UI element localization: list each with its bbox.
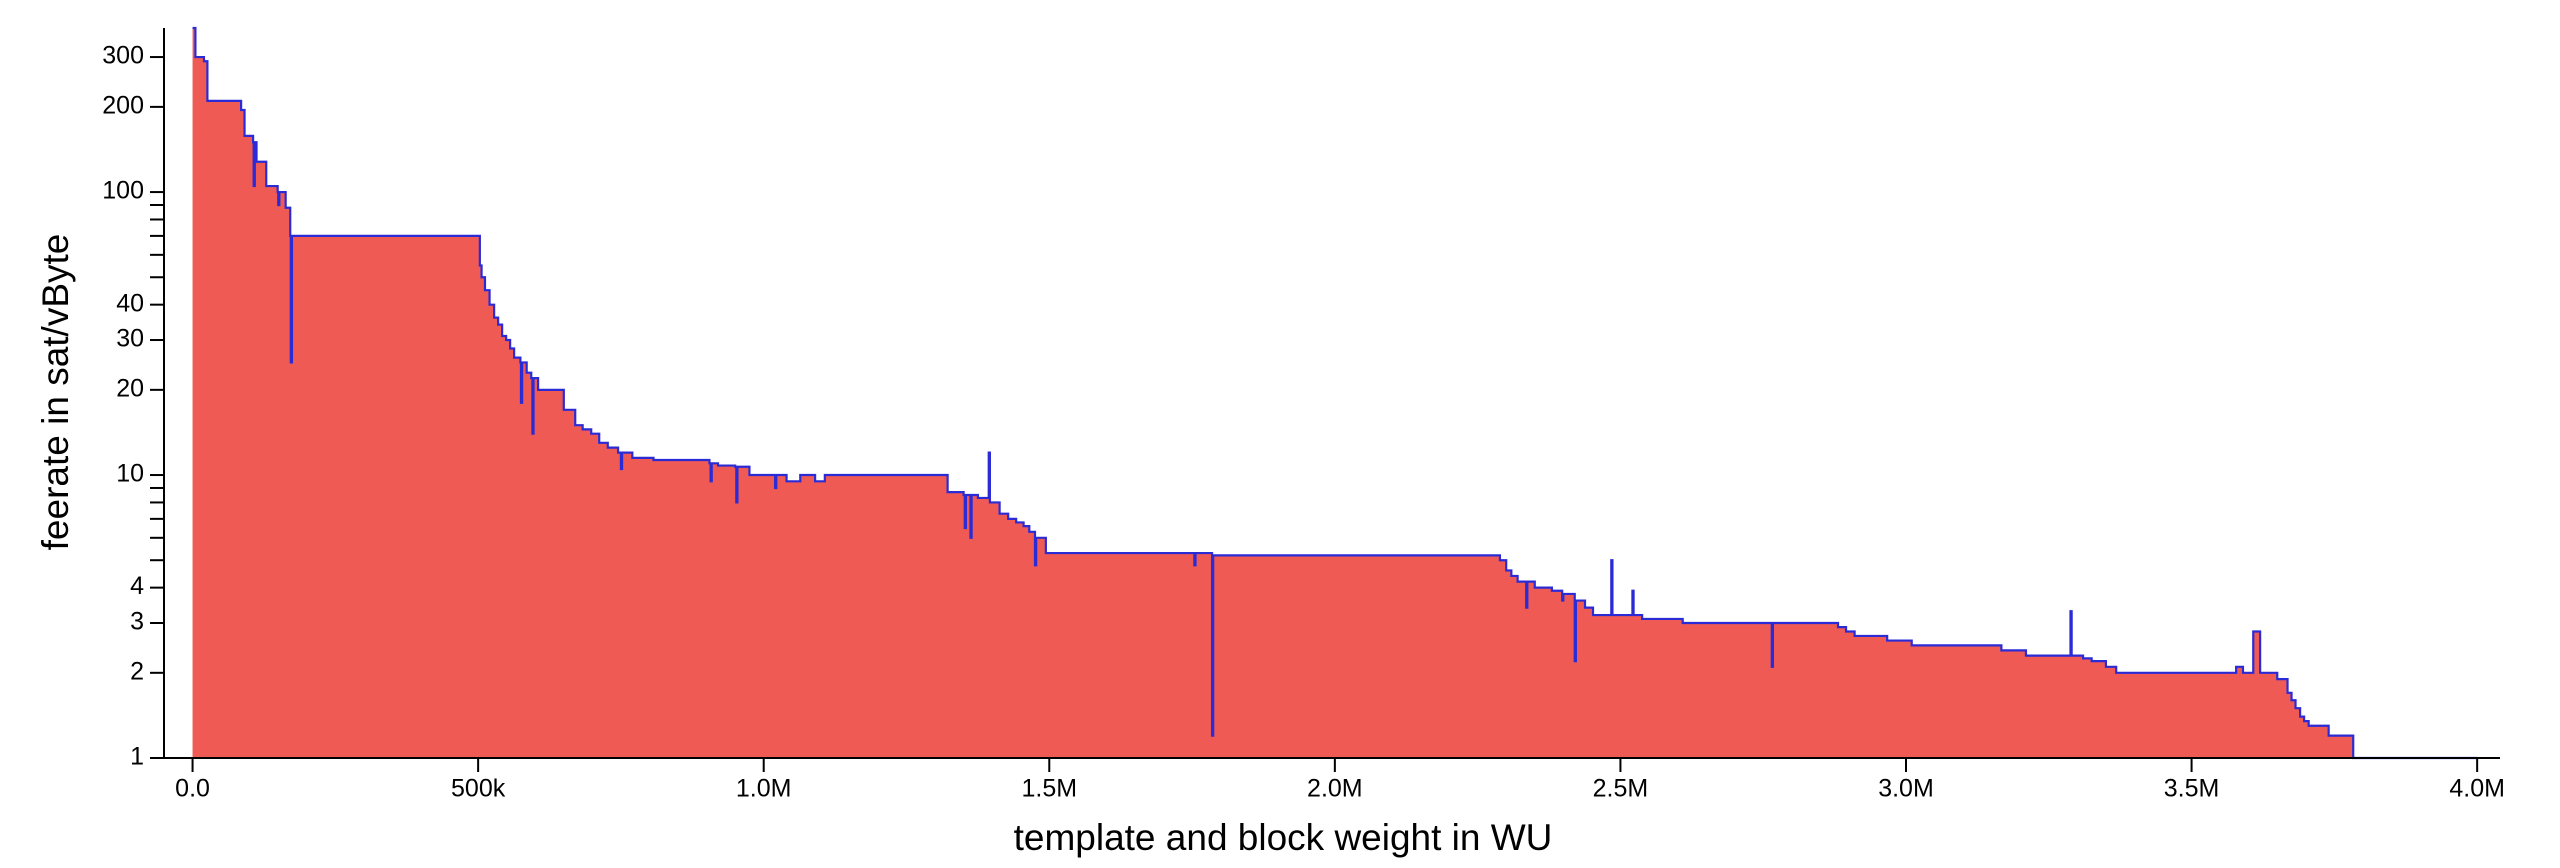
y-axis-title: feerate in sat/vByte [35, 234, 76, 551]
y-tick-label: 200 [102, 91, 144, 119]
x-tick-label: 1.5M [1021, 775, 1077, 803]
x-tick-label: 0.0 [175, 775, 210, 803]
y-tick-label: 20 [116, 374, 144, 402]
x-tick-label: 3.5M [2164, 775, 2220, 803]
y-tick-label: 2 [130, 657, 144, 685]
x-tick-label: 500k [451, 775, 506, 803]
x-tick-label: 3.0M [1878, 775, 1934, 803]
y-tick-label: 1 [130, 743, 144, 771]
x-tick-label: 2.5M [1593, 775, 1649, 803]
step-line [192, 26, 2478, 760]
y-tick-label: 10 [116, 460, 144, 488]
y-tick-label: 30 [116, 325, 144, 353]
x-tick-label: 1.0M [736, 775, 792, 803]
y-tick-label: 40 [116, 289, 144, 317]
y-tick-label: 3 [130, 608, 144, 636]
area [192, 28, 2478, 758]
y-tick-label: 100 [102, 177, 144, 205]
x-tick-label: 4.0M [2449, 775, 2505, 803]
y-tick-label: 300 [102, 42, 144, 70]
x-axis-title: template and block weight in WU [1014, 817, 1553, 858]
y-tick-label: 4 [130, 572, 144, 600]
x-tick-label: 2.0M [1307, 775, 1363, 803]
